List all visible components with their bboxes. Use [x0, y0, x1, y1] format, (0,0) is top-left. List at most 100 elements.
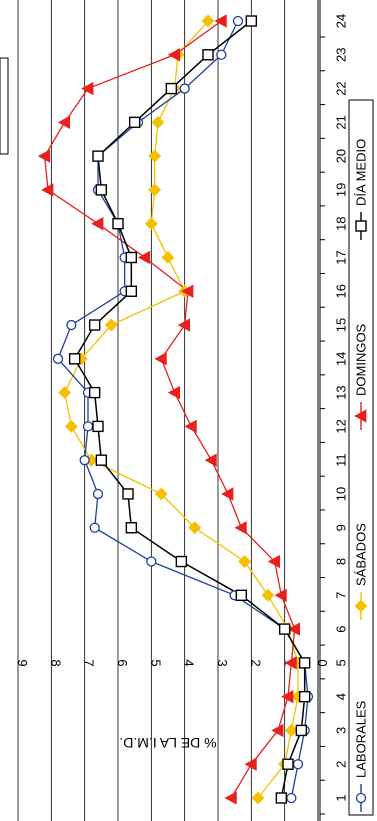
data-point-domingos: [244, 757, 257, 771]
x-tick-label: 11: [334, 453, 349, 467]
legend: LABORALES SÁBADOS DOMINGOS DÍA MEDIO: [348, 99, 374, 816]
legend-swatch-s-bados: [354, 599, 368, 613]
data-point-s-bados: [154, 487, 168, 501]
data-point-d-a-medio: [92, 420, 104, 433]
legend-label-laborales: LABORALES: [354, 700, 369, 778]
legend-label-domingos: DOMINGOS: [354, 323, 369, 396]
data-point-d-a-medio: [112, 217, 124, 230]
y-tick-label: 2: [248, 659, 263, 666]
data-point-domingos: [167, 48, 181, 62]
legend-label-d-a-medio: DÍA MEDIO: [354, 139, 369, 206]
data-point-s-bados: [238, 555, 252, 568]
legend-swatch-d-a-medio: [355, 220, 367, 232]
data-point-d-a-medio: [298, 690, 311, 703]
y-tick-label: 8: [48, 659, 63, 666]
data-point-s-bados: [284, 724, 298, 737]
data-point-domingos: [167, 385, 181, 400]
series-line-s-bados: [63, 20, 299, 799]
x-tick-label: 2: [334, 761, 349, 768]
legend-label-s-bados: SÁBADOS: [354, 523, 369, 586]
data-point-d-a-medio: [122, 488, 134, 500]
data-point-d-a-medio: [125, 522, 138, 534]
series-line-domingos: [43, 20, 296, 799]
data-point-s-bados: [64, 419, 78, 433]
data-point-domingos: [234, 521, 247, 535]
x-tick-label: 6: [334, 625, 349, 632]
data-point-s-bados: [104, 318, 118, 332]
data-point-d-a-medio: [128, 116, 141, 129]
data-point-d-a-medio: [282, 758, 294, 770]
x-tick-label: 20: [334, 149, 349, 163]
x-tick-label: 21: [334, 115, 349, 129]
data-point-laborales: [179, 83, 190, 94]
data-point-domingos: [81, 81, 94, 96]
data-point-s-bados: [148, 183, 162, 197]
data-point-d-a-medio: [298, 657, 311, 669]
data-point-d-a-medio: [125, 251, 138, 264]
data-point-domingos: [204, 453, 217, 467]
x-tick-label: 5: [334, 659, 349, 666]
data-point-s-bados: [148, 149, 162, 163]
data-point-d-a-medio: [245, 15, 258, 27]
x-tick-label: 18: [334, 216, 349, 230]
x-tick-label: 3: [334, 727, 349, 734]
y-axis-tick-labels: 0123456789: [15, 659, 330, 666]
data-point-d-a-medio: [125, 285, 138, 297]
data-point-domingos: [91, 217, 104, 231]
data-point-laborales: [292, 759, 304, 770]
data-point-laborales: [66, 319, 77, 331]
data-point-domingos: [284, 656, 297, 670]
y-tick-label: 6: [115, 659, 130, 666]
data-point-laborales: [286, 792, 297, 804]
data-point-domingos: [154, 352, 167, 366]
data-point-d-a-medio: [275, 792, 288, 804]
data-point-laborales: [146, 556, 157, 567]
data-point-d-a-medio: [278, 623, 291, 635]
data-point-d-a-medio: [235, 589, 248, 602]
x-tick-label: 14: [334, 352, 349, 366]
x-tick-label: 8: [334, 558, 349, 565]
y-tick-label: 3: [215, 659, 230, 666]
data-point-d-a-medio: [88, 319, 101, 331]
data-point-domingos: [41, 183, 54, 197]
data-point-s-bados: [161, 251, 175, 264]
data-point-s-bados: [151, 115, 165, 129]
x-tick-label: 13: [334, 385, 349, 399]
y-tick-label: 9: [15, 659, 30, 666]
data-point-domingos: [137, 250, 151, 265]
data-point-laborales: [79, 455, 90, 466]
x-tick-label: 4: [334, 693, 349, 700]
data-point-laborales: [92, 488, 104, 500]
data-point-s-bados: [58, 386, 72, 400]
plot-frame: [319, 0, 325, 821]
data-point-laborales: [216, 49, 227, 60]
data-point-laborales: [89, 522, 100, 533]
y-tick-label: 7: [82, 659, 97, 666]
data-point-d-a-medio: [68, 353, 81, 365]
data-point-domingos: [224, 791, 237, 805]
data-point-s-bados: [144, 217, 158, 231]
series-markers: [37, 14, 314, 805]
series-lines: [43, 20, 309, 799]
data-point-s-bados: [251, 791, 265, 805]
y-axis-label: % DE LA I.M.D.: [119, 735, 216, 751]
data-point-domingos: [214, 14, 227, 28]
data-point-d-a-medio: [95, 454, 108, 466]
x-tick-label: 23: [334, 48, 349, 62]
annotation-box: [0, 57, 9, 155]
x-tick-label: 19: [334, 183, 349, 197]
data-point-d-a-medio: [165, 82, 178, 95]
x-tick-label: 16: [334, 284, 349, 298]
data-point-laborales: [52, 353, 64, 364]
x-tick-label: 22: [334, 81, 349, 95]
x-tick-label: 17: [334, 250, 349, 264]
data-point-d-a-medio: [175, 555, 188, 568]
data-point-domingos: [221, 487, 234, 501]
data-point-s-bados: [261, 588, 275, 602]
data-point-domingos: [267, 554, 281, 569]
data-point-d-a-medio: [95, 184, 108, 196]
data-point-s-bados: [188, 521, 202, 535]
data-point-domingos: [281, 689, 294, 704]
series-line-d-a-medio: [73, 20, 306, 799]
